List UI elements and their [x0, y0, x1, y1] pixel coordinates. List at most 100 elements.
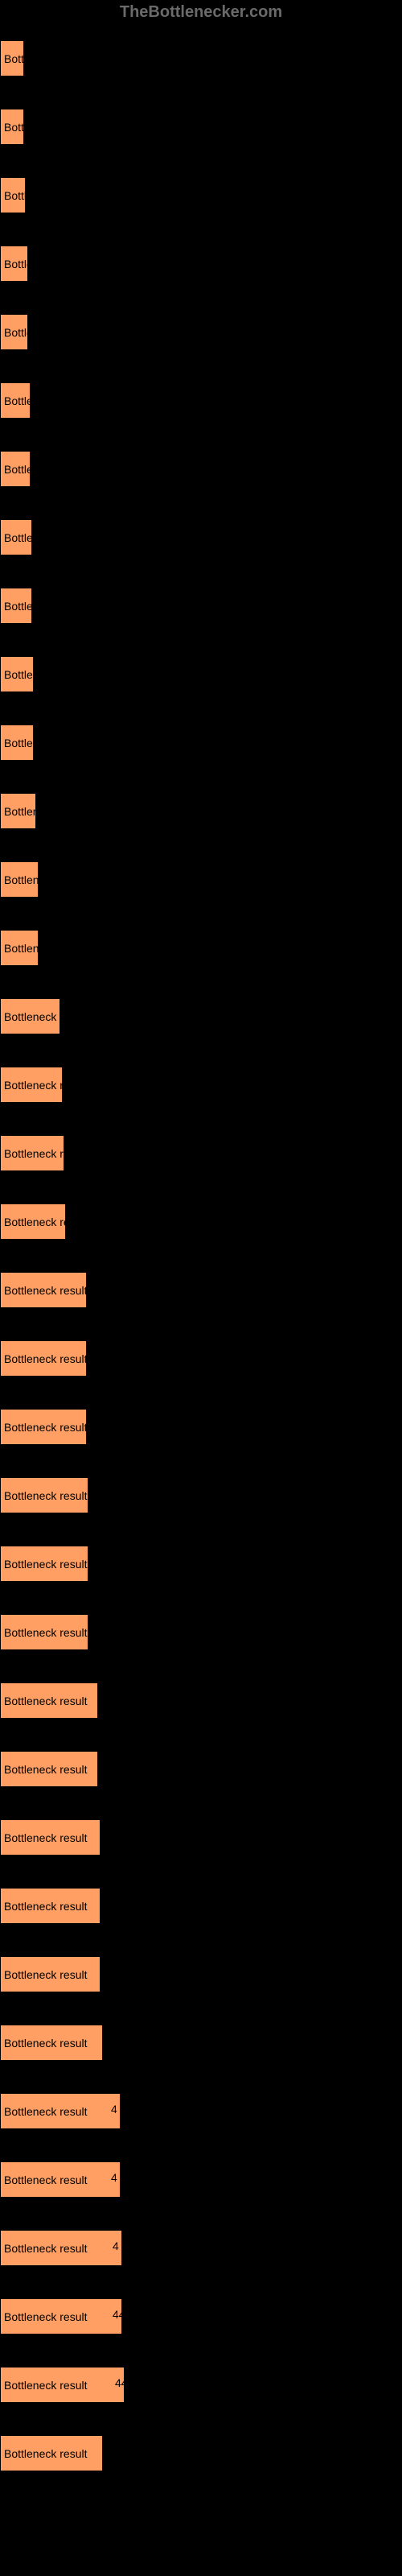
bar: Bottleneck result — [0, 2367, 125, 2403]
bar: Bottleneck result — [0, 246, 28, 282]
bar-label: Bottleneck result — [4, 258, 28, 270]
bar-row: Bottleneck result — [0, 1940, 402, 2008]
bar-label: Bottleneck result — [4, 2379, 88, 2392]
bar-label: Bottleneck result — [4, 1079, 63, 1092]
bar-chart: Bottleneck result Bottleneck result Bottle… — [0, 0, 402, 2520]
bar-label: Bottleneck result — [4, 942, 39, 955]
bar: Bottleneck result — [0, 2435, 103, 2471]
bar-row: Bottleneck result — [0, 1872, 402, 1940]
bar-row: Bottleneck result — [0, 366, 402, 435]
bar-label: Bottleneck result — [4, 531, 32, 544]
bar: Bottleneck result — [0, 1477, 88, 1513]
bar: Bottleneck result — [0, 1135, 64, 1171]
bar-row: Bottleneck result — [0, 1393, 402, 1461]
bar-value: 4 — [111, 2171, 117, 2184]
bar: Bottleneck result — [0, 588, 32, 624]
bar-label: Bottleneck result — [4, 394, 31, 407]
bar-label: Bottleneck result — [4, 1284, 87, 1297]
bar-label: Bottleneck result — [4, 1763, 88, 1776]
bar-label: Bottleneck result — [4, 52, 24, 65]
bar-row: Bottleneck result 4 — [0, 2077, 402, 2145]
bar-label: Bottleneck result — [4, 1421, 87, 1434]
bar-value: 44 — [113, 2308, 125, 2321]
bar-row: Bottleneck result — [0, 1803, 402, 1872]
bar-row: Bottleneck result — [0, 1187, 402, 1256]
bar: Bottleneck result — [0, 2161, 121, 2198]
bar: Bottleneck result — [0, 793, 36, 829]
bar-label: Bottleneck result — [4, 1831, 88, 1844]
bar-label: Bottleneck result — [4, 873, 39, 886]
bar-label: Bottleneck result — [4, 189, 26, 202]
bar: Bottleneck result — [0, 177, 26, 213]
bar-row: Bottleneck result — [0, 2419, 402, 2487]
bar-row: Bottleneck result — [0, 24, 402, 93]
bar-label: Bottleneck result — [4, 1695, 88, 1707]
bar: Bottleneck result — [0, 656, 34, 692]
bar: Bottleneck result — [0, 1067, 63, 1103]
bar-label: Bottleneck result — [4, 2174, 88, 2186]
bar-value: 44 — [115, 2376, 128, 2389]
bar: Bottleneck result — [0, 1614, 88, 1650]
bar-row: Bottleneck result — [0, 572, 402, 640]
bar-row: Bottleneck result — [0, 914, 402, 982]
bar-value: 4 — [111, 2103, 117, 2116]
bar: Bottleneck result — [0, 1546, 88, 1582]
bar-label: Bottleneck result — [4, 1626, 88, 1639]
bar: Bottleneck result — [0, 314, 28, 350]
bar: Bottleneck result — [0, 1751, 98, 1787]
bar-row: Bottleneck result — [0, 982, 402, 1051]
bar: Bottleneck result — [0, 1340, 87, 1377]
bar: Bottleneck result — [0, 930, 39, 966]
bar-label: Bottleneck result — [4, 600, 32, 613]
bar-row: Bottleneck result — [0, 435, 402, 503]
bar-row: Bottleneck result — [0, 777, 402, 845]
bar-row: Bottleneck result — [0, 298, 402, 366]
bar: Bottleneck result — [0, 1819, 100, 1856]
bar-row: Bottleneck result — [0, 708, 402, 777]
bar-label: Bottleneck result — [4, 737, 34, 749]
bar: Bottleneck result — [0, 2298, 122, 2334]
bar: Bottleneck result — [0, 1409, 87, 1445]
bar-row: Bottleneck result — [0, 1051, 402, 1119]
bar-row: Bottleneck result — [0, 1461, 402, 1530]
bar: Bottleneck result — [0, 519, 32, 555]
watermark-text: TheBottlenecker.com — [120, 3, 282, 22]
bar-row: Bottleneck result — [0, 1119, 402, 1187]
bar-row: Bottleneck result — [0, 1530, 402, 1598]
bar: Bottleneck result — [0, 1203, 66, 1240]
bar: Bottleneck result — [0, 40, 24, 76]
bar-label: Bottleneck result — [4, 1900, 88, 1913]
bar-label: Bottleneck result — [4, 1010, 60, 1023]
bar-label: Bottleneck result — [4, 1968, 88, 1981]
bar-row: Bottleneck result 44 — [0, 2282, 402, 2351]
bar: Bottleneck result — [0, 998, 60, 1034]
bar-row: Bottleneck result — [0, 93, 402, 161]
bar-row: Bottleneck result — [0, 845, 402, 914]
bar: Bottleneck result — [0, 1956, 100, 1992]
bar: Bottleneck result — [0, 2230, 122, 2266]
bar-row: Bottleneck result — [0, 640, 402, 708]
bar-label: Bottleneck result — [4, 805, 36, 818]
bar-label: Bottleneck result — [4, 1489, 88, 1502]
bar-value: 4 — [113, 2240, 119, 2252]
bar-row: Bottleneck result — [0, 161, 402, 229]
bar-label: Bottleneck result — [4, 1558, 88, 1571]
bar-label: Bottleneck result — [4, 463, 31, 476]
bar-label: Bottleneck result — [4, 1352, 87, 1365]
bar: Bottleneck result — [0, 1888, 100, 1924]
bar-row: Bottleneck result — [0, 1735, 402, 1803]
bar: Bottleneck result — [0, 2025, 103, 2061]
bar: Bottleneck result — [0, 451, 31, 487]
bar-row: Bottleneck result — [0, 1256, 402, 1324]
bar-label: Bottleneck result — [4, 2242, 88, 2255]
bar-label: Bottleneck result — [4, 2310, 88, 2323]
bar-label: Bottleneck result — [4, 121, 24, 134]
bar-label: Bottleneck result — [4, 2037, 88, 2050]
bar: Bottleneck result — [0, 109, 24, 145]
bar: Bottleneck result — [0, 1272, 87, 1308]
bar-label: Bottleneck result — [4, 2105, 88, 2118]
bar: Bottleneck result — [0, 1682, 98, 1719]
bar-label: Bottleneck result — [4, 1147, 64, 1160]
bar-label: Bottleneck result — [4, 1216, 66, 1228]
bar-row: Bottleneck result — [0, 1666, 402, 1735]
